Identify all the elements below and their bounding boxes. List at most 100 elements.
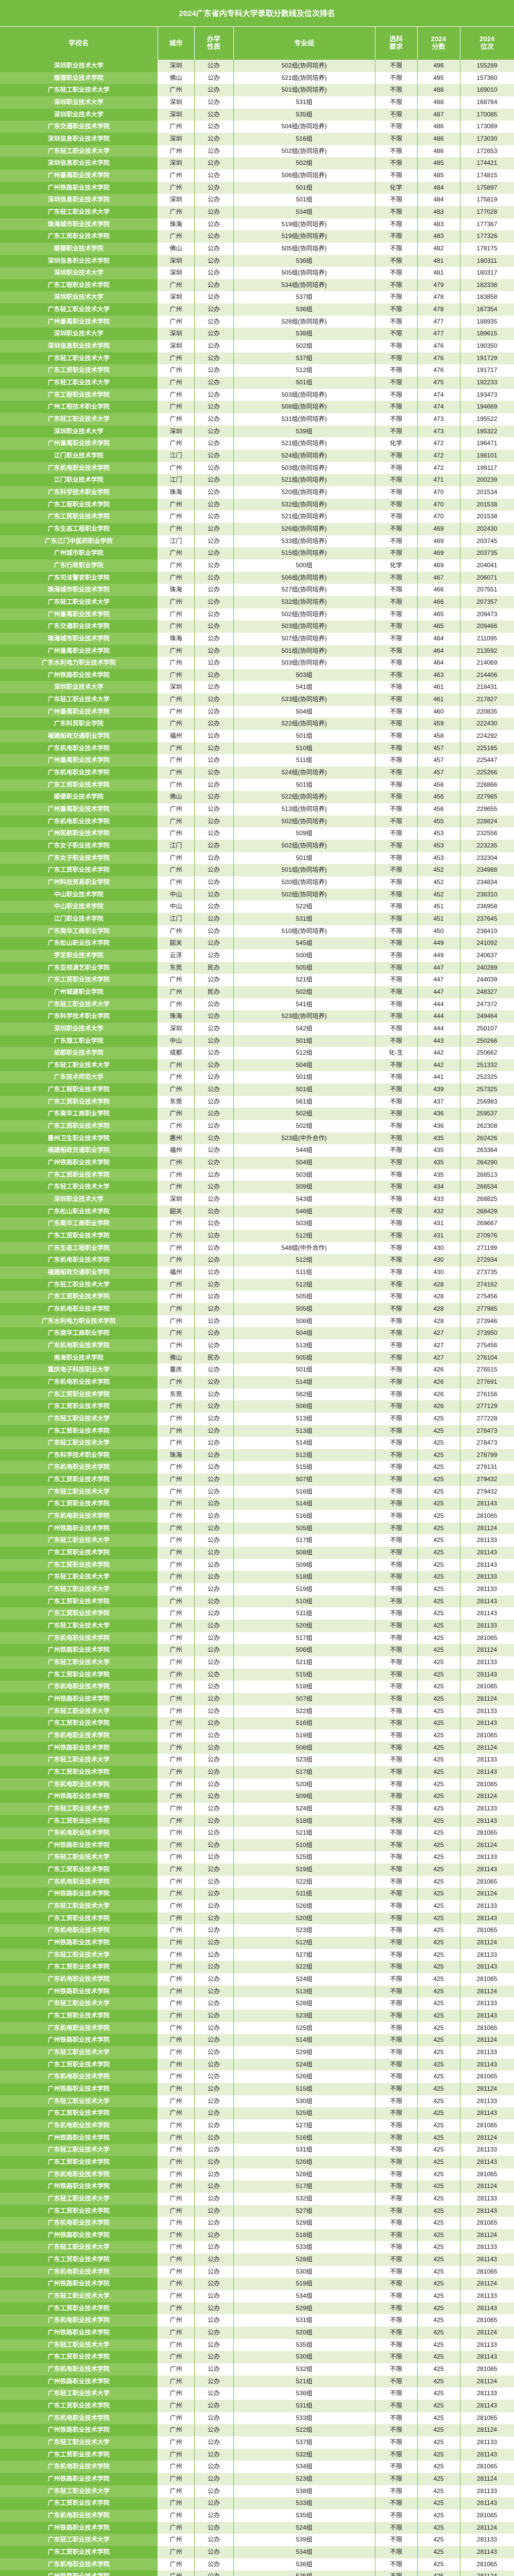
- cell-type: 公办: [194, 571, 233, 584]
- cell-rank: 275456: [460, 1291, 514, 1303]
- cell-major: 515组: [233, 2082, 375, 2095]
- cell-type: 公办: [194, 937, 233, 950]
- cell-score: 470: [417, 498, 460, 511]
- cell-rank: 281133: [460, 1705, 514, 1718]
- cell-rank: 207357: [460, 596, 514, 608]
- cell-major: 503组(协同培养): [233, 657, 375, 669]
- cell-rank: 278473: [460, 1425, 514, 1437]
- cell-major: 523组(协同培养): [233, 1010, 375, 1023]
- cell-score: 425: [417, 2046, 460, 2059]
- table-row: 广东工贸职业技术学院 广州 公办 520组 不限 425 281143: [0, 1912, 514, 1925]
- cell-school: 广东轻工职业技术大学: [0, 303, 158, 316]
- cell-rank: 281124: [460, 2521, 514, 2534]
- cell-score: 473: [417, 425, 460, 438]
- cell-subject: 不限: [375, 2180, 417, 2193]
- cell-city: 广州: [158, 1302, 194, 1315]
- cell-score: 482: [417, 242, 460, 255]
- cell-score: 425: [417, 2448, 460, 2461]
- cell-subject: 不限: [375, 2229, 417, 2242]
- cell-city: 广州: [158, 1327, 194, 1340]
- cell-city: 广州: [158, 1644, 194, 1656]
- cell-score: 425: [417, 2095, 460, 2108]
- cell-school: 广东轻工职业技术大学: [0, 1437, 158, 1449]
- cell-school: 广东轻工职业技术大学: [0, 1278, 158, 1291]
- cell-score: 464: [417, 657, 460, 669]
- table-row: 广东女子职业技术学院 广州 公办 501组 不限 453 232304: [0, 852, 514, 865]
- table-row: 广东轻工职业技术大学 广州 公办 509组 不限 434 266534: [0, 1181, 514, 1194]
- cell-subject: 不限: [375, 998, 417, 1011]
- table-row: 广东工贸职业技术学院 广州 公办 517组 不限 425 281143: [0, 1766, 514, 1778]
- cell-city: 广州: [158, 2302, 194, 2315]
- cell-type: 公办: [194, 1400, 233, 1413]
- table-row: 广东轻工职业技术大学 广州 公办 534组 不限 425 281133: [0, 2290, 514, 2302]
- cell-subject: 不限: [375, 1766, 417, 1778]
- cell-score: 425: [417, 2071, 460, 2083]
- cell-rank: 281143: [460, 1498, 514, 1511]
- cell-major: 532组: [233, 2448, 375, 2461]
- cell-school: 广东轻工职业技术大学: [0, 1656, 158, 1669]
- cell-rank: 209466: [460, 620, 514, 633]
- table-row: 深圳信息职业技术学院 深圳 公办 516组 不限 486 173030: [0, 132, 514, 145]
- cell-rank: 281143: [460, 2302, 514, 2315]
- table-row: 江门职业技术学院 江门 公办 531组 不限 451 237645: [0, 912, 514, 925]
- cell-city: 江门: [158, 450, 194, 462]
- cell-score: 425: [417, 2461, 460, 2473]
- cell-city: 广州: [158, 1108, 194, 1121]
- cell-school: 深圳信息职业技术学院: [0, 255, 158, 267]
- cell-score: 425: [417, 1912, 460, 1925]
- cell-city: 广州: [158, 1620, 194, 1632]
- cell-rank: 281065: [460, 1924, 514, 1937]
- cell-score: 451: [417, 901, 460, 913]
- cell-score: 428: [417, 1302, 460, 1315]
- cell-type: 公办: [194, 206, 233, 218]
- cell-school: 广州铁路职业技术学院: [0, 1937, 158, 1949]
- cell-rank: 281133: [460, 1997, 514, 2010]
- cell-city: 广州: [158, 2180, 194, 2193]
- cell-score: 464: [417, 645, 460, 657]
- column-header-score-label-2: 分数: [432, 43, 446, 50]
- cell-subject: 不限: [375, 1498, 417, 1511]
- cell-rank: 209473: [460, 608, 514, 621]
- cell-rank: 234834: [460, 876, 514, 889]
- cell-type: 公办: [194, 279, 233, 292]
- cell-rank: 232304: [460, 852, 514, 865]
- table-row: 广东轻工职业技术大学 广州 公办 516组 不限 425 279432: [0, 1485, 514, 1498]
- cell-major: 515组: [233, 1461, 375, 1474]
- cell-major: 524组: [233, 2058, 375, 2071]
- table-row: 广东轻工职业技术大学 广州 公办 539组 不限 425 281133: [0, 2534, 514, 2546]
- cell-score: 472: [417, 437, 460, 450]
- cell-city: 广州: [158, 1376, 194, 1388]
- cell-school: 广东工贸职业技术学院: [0, 1498, 158, 1511]
- cell-score: 428: [417, 1291, 460, 1303]
- cell-rank: 202430: [460, 522, 514, 535]
- table-row: 广东南华工商职业学院 广州 公办 502组 不限 436 259537: [0, 1108, 514, 1121]
- cell-rank: 198101: [460, 450, 514, 462]
- cell-rank: 273946: [460, 1315, 514, 1328]
- cell-score: 425: [417, 2217, 460, 2229]
- cell-school: 广州番禺职业技术学院: [0, 705, 158, 718]
- cell-score: 425: [417, 1547, 460, 1559]
- table-row: 广东轻工职业技术大学 广州 公办 537组 不限 425 281133: [0, 2436, 514, 2449]
- cell-score: 425: [417, 1461, 460, 1474]
- cell-score: 483: [417, 230, 460, 243]
- cell-city: 珠海: [158, 1010, 194, 1023]
- cell-rank: 281133: [460, 2192, 514, 2205]
- cell-type: 公办: [194, 72, 233, 84]
- cell-subject: 不限: [375, 1181, 417, 1194]
- cell-city: 广州: [158, 2290, 194, 2302]
- cell-major: 541组: [233, 998, 375, 1011]
- cell-major: 508组: [233, 1547, 375, 1559]
- cell-subject: 不限: [375, 620, 417, 633]
- cell-school: 惠州卫生职业技术学院: [0, 1132, 158, 1145]
- cell-subject: 不限: [375, 145, 417, 158]
- cell-city: 广州: [158, 84, 194, 96]
- cell-score: 425: [417, 2436, 460, 2449]
- cell-city: 深圳: [158, 1022, 194, 1035]
- cell-type: 公办: [194, 1510, 233, 1522]
- cell-city: 广州: [158, 1656, 194, 1669]
- cell-city: 广州: [158, 1815, 194, 1827]
- cell-subject: 不限: [375, 1364, 417, 1376]
- table-row: 深圳信息职业技术学院 深圳 公办 502组 不限 485 174421: [0, 157, 514, 170]
- cell-rank: 259537: [460, 1108, 514, 1121]
- cell-city: 广州: [158, 230, 194, 243]
